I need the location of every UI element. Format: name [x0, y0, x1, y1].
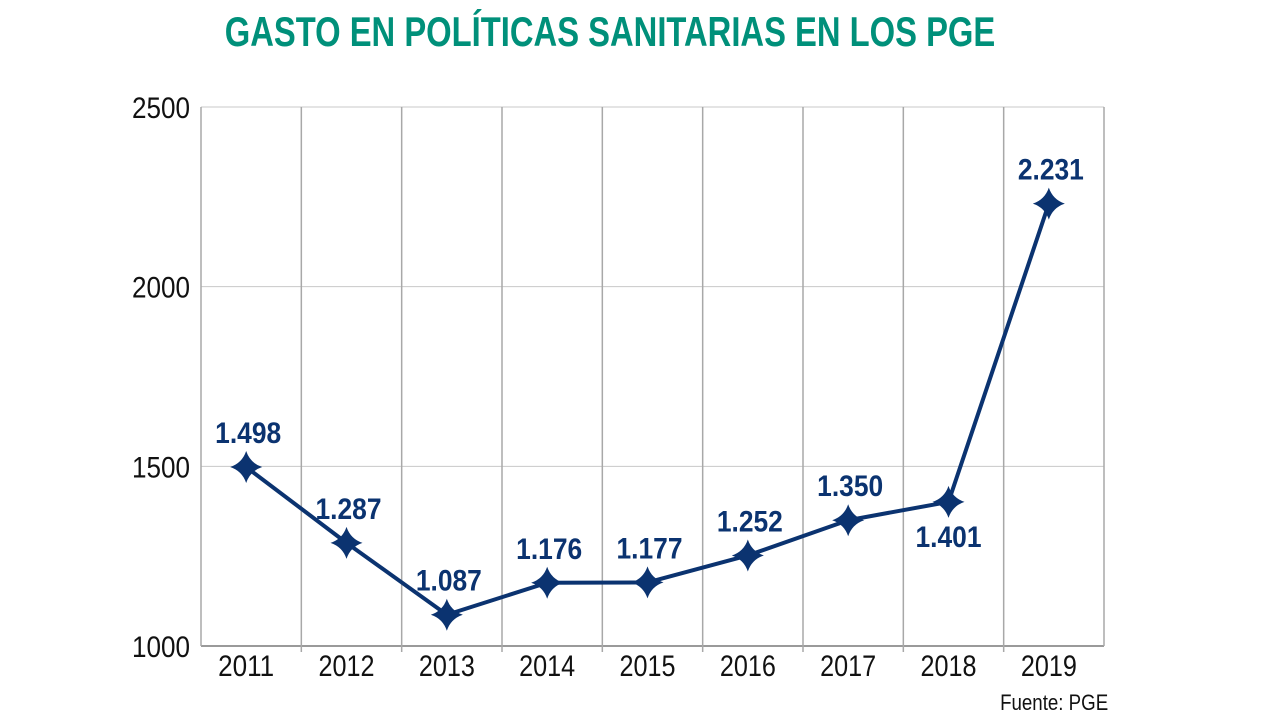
x-tick-label: 2017: [820, 650, 876, 683]
data-label: 1.401: [916, 521, 982, 554]
star-marker-icon: [430, 598, 463, 631]
data-label: 1.287: [316, 493, 382, 526]
y-tick-label: 2000: [132, 272, 190, 305]
source-note: Fuente: PGE: [999, 690, 1108, 715]
star-marker-icon: [932, 485, 965, 518]
y-tick-label: 2500: [132, 92, 190, 125]
y-axis-ticks: 1000 1500 2000 2500: [132, 92, 190, 664]
x-tick-label: 2019: [1021, 650, 1077, 683]
y-tick-label: 1000: [132, 631, 190, 664]
data-label: 1.176: [516, 533, 582, 566]
star-marker-icon: [731, 539, 764, 572]
x-tick-label: 2012: [319, 650, 375, 683]
data-labels: 1.498 1.287 1.087 1.176 1.177 1.252 1.350 1.401…: [215, 154, 1084, 598]
data-label: 1.252: [717, 505, 783, 538]
x-tick-label: 2011: [218, 650, 274, 683]
y-tick-label: 1500: [132, 451, 190, 484]
data-markers: [230, 187, 1065, 631]
star-marker-icon: [330, 526, 363, 559]
x-tick-label: 2018: [921, 650, 977, 683]
star-marker-icon: [531, 566, 564, 599]
data-label: 1.350: [817, 470, 883, 503]
data-label: 1.498: [215, 417, 281, 450]
star-marker-icon: [1032, 187, 1065, 220]
grid-lines: [200, 106, 1105, 652]
x-tick-label: 2016: [720, 650, 776, 683]
data-label: 1.177: [617, 532, 683, 565]
data-label: 2.231: [1018, 154, 1084, 187]
chart-title: GASTO EN POLÍTICAS SANITARIAS EN LOS PGE: [224, 8, 996, 55]
x-tick-label: 2013: [419, 650, 475, 683]
x-tick-label: 2014: [519, 650, 575, 683]
star-marker-icon: [230, 451, 263, 484]
star-marker-icon: [631, 566, 664, 599]
x-tick-label: 2015: [620, 650, 676, 683]
x-axis-ticks: 2011 2012 2013 2014 2015 2016 2017 2018 2019: [218, 650, 1077, 683]
data-label: 1.087: [416, 565, 482, 598]
star-marker-icon: [832, 504, 865, 537]
